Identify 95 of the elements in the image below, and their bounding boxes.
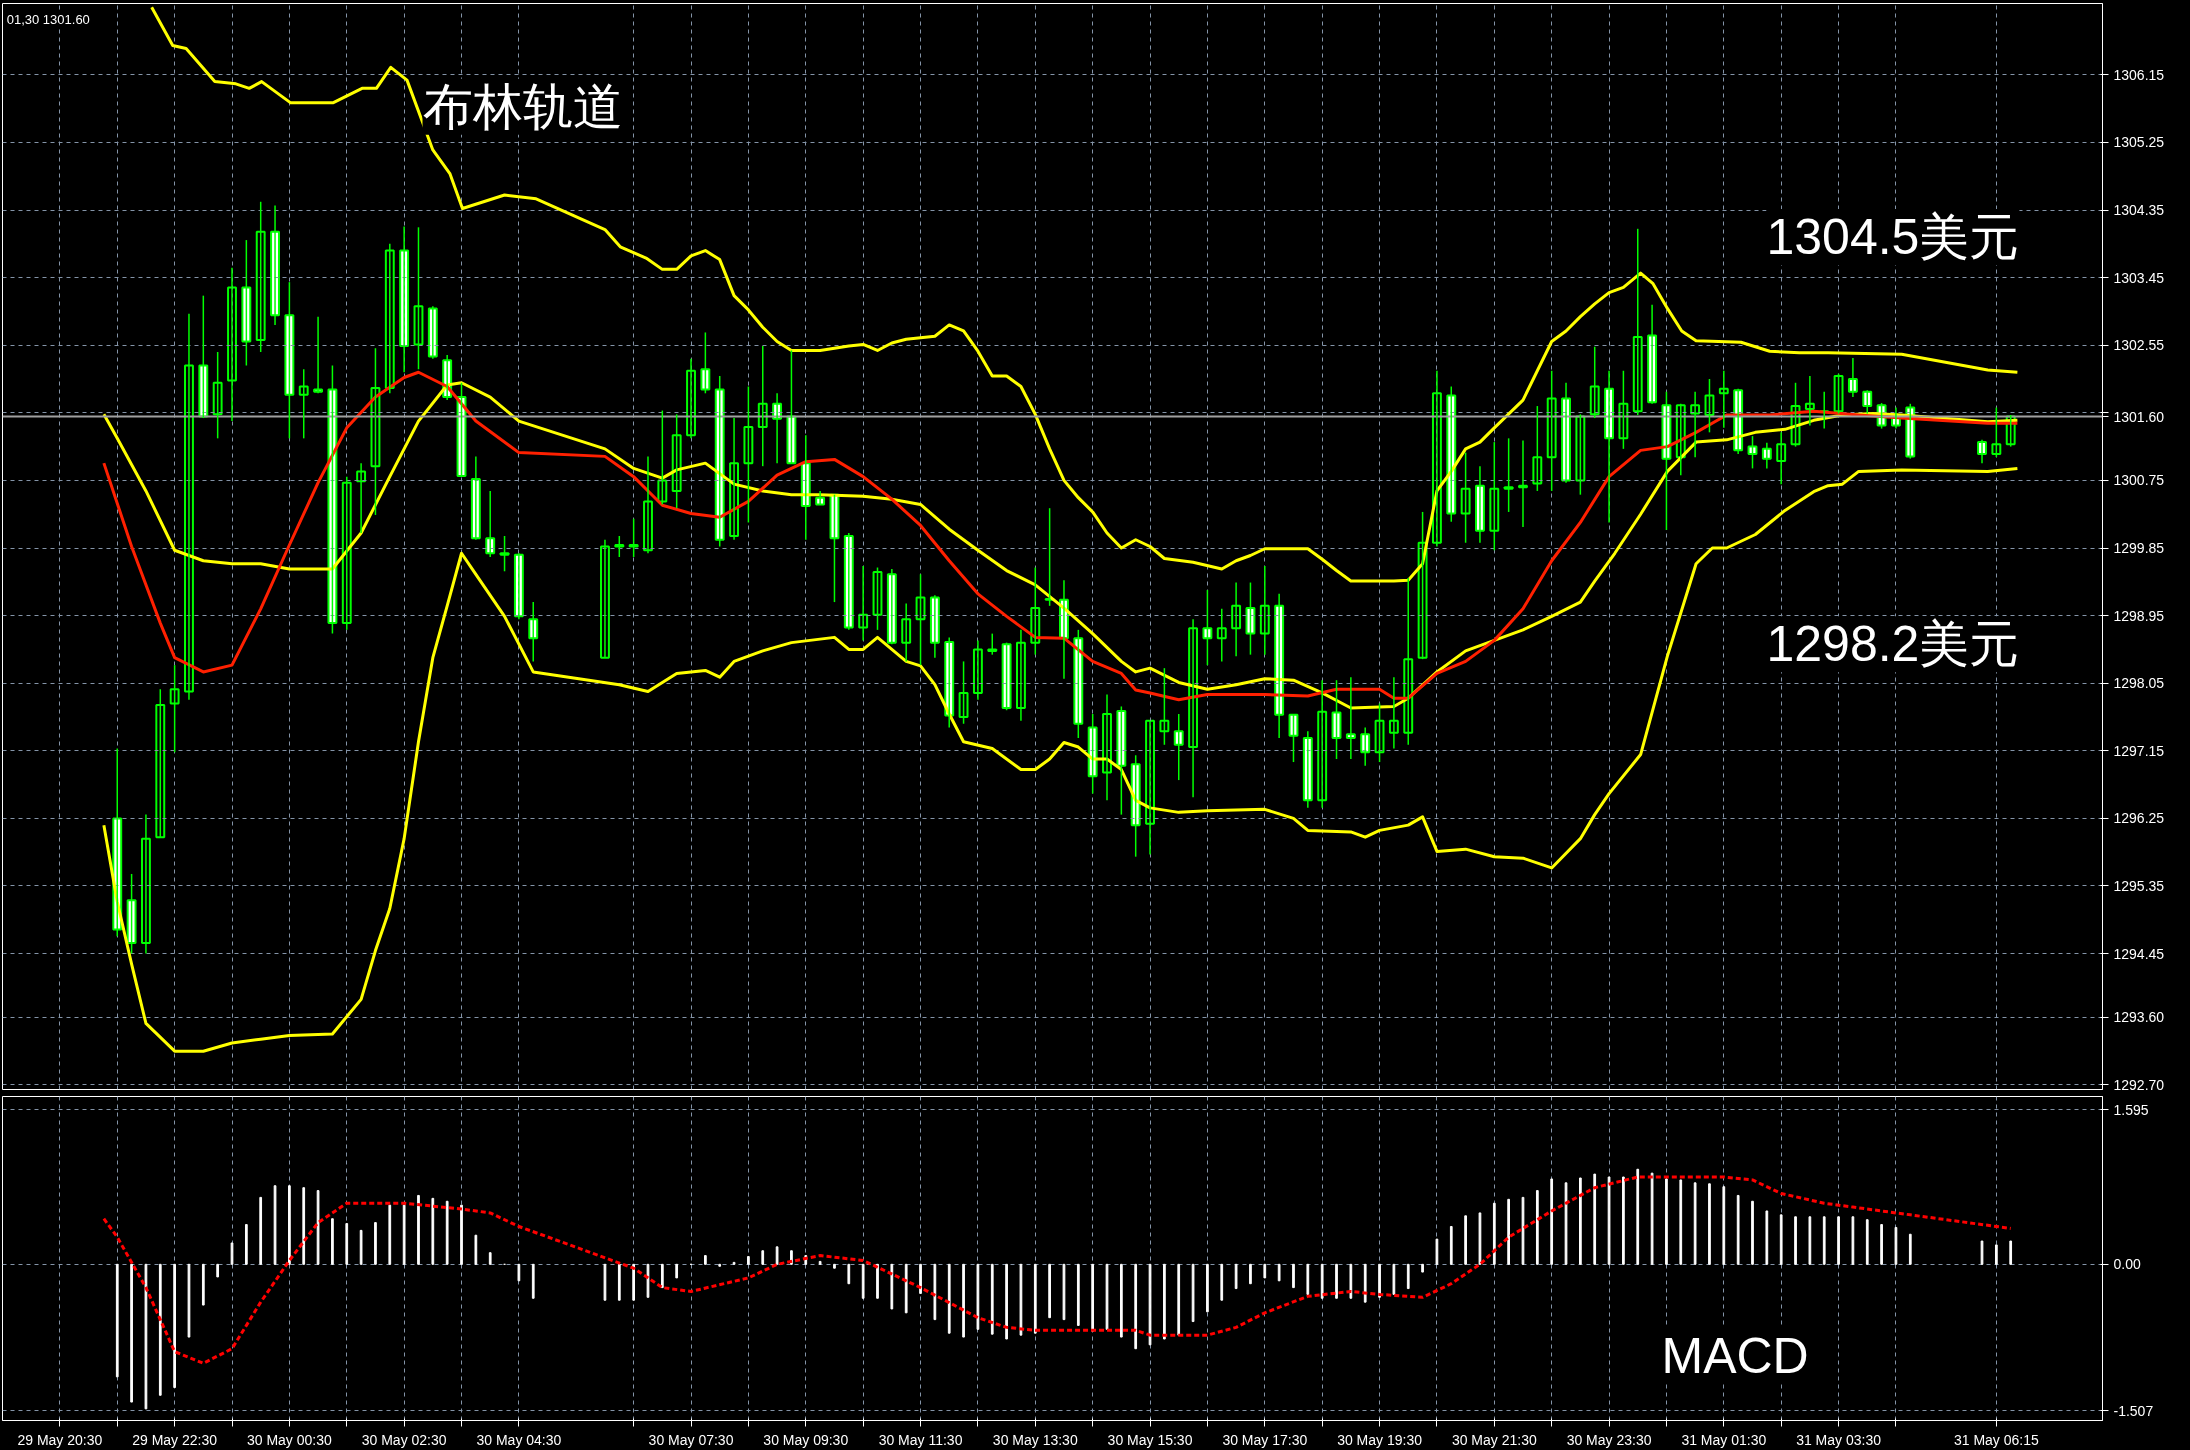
y-tick-label: 0.00 [2113,1256,2141,1273]
candlestick [1833,373,1844,415]
candlestick [1417,511,1428,660]
y-tick-label: 1.595 [2113,1101,2149,1118]
candlestick [958,660,969,725]
candlestick [1618,370,1629,450]
x-tick-label: 30 May 02:30 [361,1431,447,1448]
candlestick [1431,370,1442,548]
candlestick [1159,667,1170,746]
candlestick [915,573,926,666]
x-tick-label: 30 May 19:30 [1337,1431,1423,1448]
x-tick-label: 30 May 17:30 [1222,1431,1308,1448]
candlestick [1403,577,1414,746]
candlestick [1718,370,1729,429]
candlestick [1489,441,1500,552]
x-tick-label: 30 May 04:30 [476,1431,562,1448]
y-tick-label: 1302.55 [2113,337,2165,354]
x-tick-label: 30 May 15:30 [1107,1431,1193,1448]
annotation: 1304.5美元 [1766,208,2020,265]
candlestick [1102,693,1112,802]
candlestick [1546,370,1557,492]
candlestick [1173,713,1184,781]
y-tick-label: 1298.95 [2113,607,2165,624]
candlestick [657,409,668,506]
candlestick [1259,565,1270,656]
candlestick [1704,378,1715,434]
x-tick-label: 31 May 06:15 [1953,1431,2039,1448]
candlestick [1675,403,1686,476]
candlestick [872,566,883,631]
candlestick [858,565,869,642]
candlestick [1374,702,1385,763]
y-tick-label: 1298.05 [2113,675,2165,692]
candlestick [1503,437,1514,513]
x-tick-label: 31 May 01:30 [1681,1431,1767,1448]
y-tick-label: 1293.60 [2113,1009,2165,1026]
candlestick [1016,629,1026,722]
candlestick [1532,405,1543,492]
candlestick [628,517,639,558]
x-tick-label: 30 May 00:30 [246,1431,333,1448]
candlestick [671,413,682,509]
y-tick-label: 1303.45 [2113,269,2165,286]
candlestick [1862,389,1873,415]
annotation: 布林轨道 [422,78,623,135]
candlestick [1632,228,1643,416]
y-tick-label: 1296.25 [2113,810,2165,827]
candlestick [1589,345,1600,419]
y-tick-label: 1294.45 [2113,945,2165,962]
candlestick [1460,451,1471,544]
candlestick [1188,618,1199,799]
y-tick-label: 1300.75 [2113,472,2165,489]
x-tick-label: 30 May 13:30 [992,1431,1078,1448]
candlestick [987,632,998,656]
annotation: 01,30 1301.60 [6,12,90,28]
y-tick-label: 1305.25 [2113,134,2165,151]
x-tick-label: 30 May 23:30 [1566,1431,1652,1448]
y-tick-label: 1306.15 [2113,66,2165,83]
y-tick-label: -1.507 [2113,1402,2154,1419]
candlestick [757,345,768,467]
candlestick [686,357,696,440]
x-tick-label: 30 May 07:30 [648,1431,734,1448]
x-tick-label: 30 May 09:30 [763,1431,849,1448]
y-tick-label: 1295.35 [2113,877,2165,894]
candlestick [643,455,653,555]
candlestick [614,535,625,558]
ref-line-label: 1301.60 [2113,408,2165,425]
candlestick [600,538,610,659]
candlestick [1202,589,1213,666]
candlestick [1790,382,1801,448]
candlestick [1690,391,1701,458]
y-tick-label: 1297.15 [2113,742,2165,759]
candlestick [1030,566,1041,656]
candlestick [743,385,754,524]
y-tick-label: 1304.35 [2113,202,2165,219]
candlestick [1776,431,1787,485]
candlestick [1388,676,1399,750]
candlestick [729,417,739,541]
y-tick-label: 1292.70 [2113,1076,2165,1093]
candlestick [972,639,983,701]
annotation: 1298.2美元 [1766,616,2020,673]
candlestick [1145,719,1155,856]
candlestick [901,602,912,663]
candlestick [1575,413,1586,496]
candlestick [700,331,711,395]
x-tick-label: 29 May 22:30 [132,1431,218,1448]
candlestick [1216,608,1227,663]
candlestick [1804,375,1815,427]
candlestick [1317,679,1328,809]
x-tick-label: 29 May 20:30 [17,1431,103,1448]
candlestick [1231,581,1242,657]
candlestick [1001,641,1012,711]
y-tick-label: 1299.85 [2113,540,2165,556]
annotation: MACD [1661,1327,1809,1384]
x-tick-label: 30 May 11:30 [878,1431,963,1448]
x-tick-label: 30 May 21:30 [1451,1431,1537,1448]
x-tick-label: 31 May 03:30 [1796,1431,1882,1448]
